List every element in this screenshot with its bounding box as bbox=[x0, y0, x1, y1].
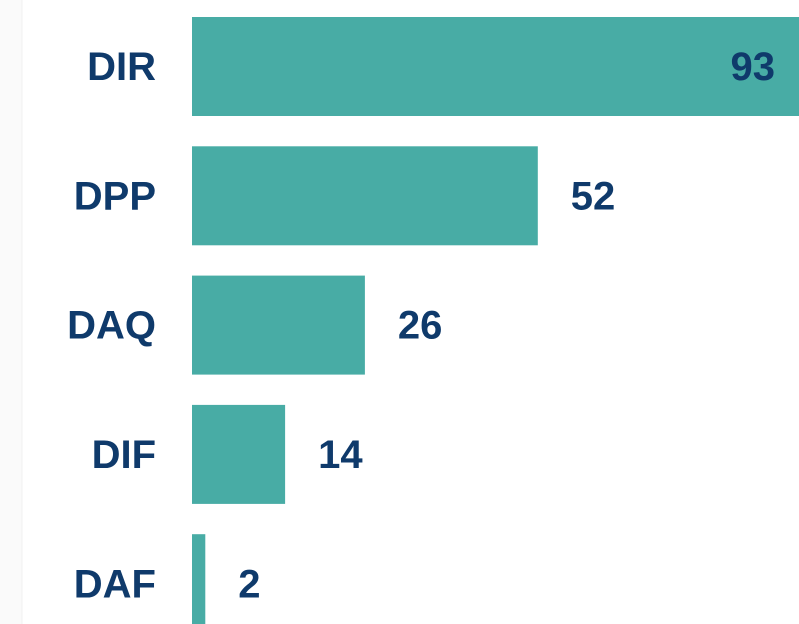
value-label: 93 bbox=[731, 45, 776, 89]
category-label: DPP bbox=[74, 174, 156, 218]
value-label: 14 bbox=[318, 433, 363, 477]
category-label: DAQ bbox=[67, 304, 156, 348]
bar bbox=[192, 17, 799, 116]
value-label: 2 bbox=[238, 562, 260, 606]
bar bbox=[192, 146, 538, 246]
category-label: DIF bbox=[92, 433, 156, 477]
value-label: 26 bbox=[398, 304, 443, 348]
bar bbox=[192, 534, 206, 624]
left-shade bbox=[0, 0, 22, 624]
bar bbox=[192, 275, 365, 375]
bar bbox=[192, 404, 286, 504]
value-label: 52 bbox=[571, 174, 616, 218]
category-label: DIR bbox=[87, 45, 156, 89]
category-label: DAF bbox=[74, 562, 156, 606]
